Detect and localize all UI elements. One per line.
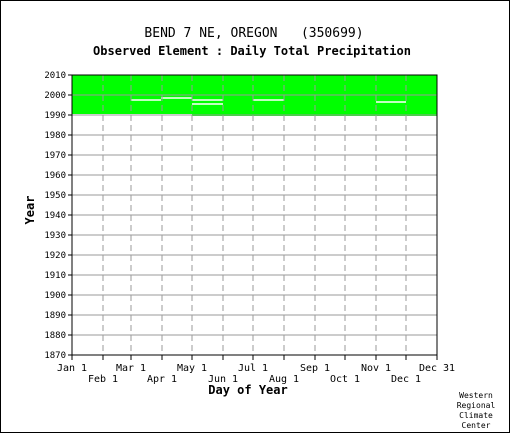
y-tick-label: 1980 — [44, 131, 66, 141]
x-tick-label: Apr 1 — [147, 374, 177, 385]
y-tick-label: 1870 — [44, 351, 66, 361]
y-tick-label: 1920 — [44, 251, 66, 261]
x-tick-label: Sep 1 — [300, 363, 330, 374]
y-tick-label: 1970 — [44, 151, 66, 161]
missing-data-segment — [131, 99, 161, 101]
y-tick-label: 2010 — [44, 71, 66, 81]
y-axis-label: Year — [23, 196, 37, 225]
y-tick-label: 1940 — [44, 211, 66, 221]
missing-data-segment — [161, 97, 192, 99]
x-tick-label: Jul 1 — [238, 363, 268, 374]
y-tick-label: 1910 — [44, 271, 66, 281]
x-tick-label: Feb 1 — [88, 374, 118, 385]
x-tick-label: Dec 31 — [419, 363, 455, 374]
x-tick-label: Mar 1 — [116, 363, 146, 374]
missing-data-segment — [192, 103, 223, 105]
y-tick-label: 2000 — [44, 91, 66, 101]
y-tick-label: 1990 — [44, 111, 66, 121]
credit-line: Climate — [459, 411, 493, 420]
missing-data-segment — [376, 101, 406, 103]
x-tick-label: Jun 1 — [208, 374, 238, 385]
missing-data-segment — [253, 99, 284, 101]
credit-line: Center — [462, 421, 491, 430]
x-tick-label: Oct 1 — [330, 374, 360, 385]
x-tick-label: May 1 — [177, 363, 207, 374]
x-tick-label: Aug 1 — [269, 374, 299, 385]
y-tick-label: 1880 — [44, 331, 66, 341]
y-tick-label: 1960 — [44, 171, 66, 181]
y-tick-label: 1930 — [44, 231, 66, 241]
credit-line: Regional — [457, 401, 496, 410]
y-tick-label: 1950 — [44, 191, 66, 201]
y-tick-label: 1890 — [44, 311, 66, 321]
credit-block: Western Regional Climate Center — [457, 391, 496, 430]
credit-line: Western — [459, 391, 493, 400]
y-tick-label: 1900 — [44, 291, 66, 301]
x-axis-label: Day of Year — [208, 383, 287, 397]
y-axis-ticks: 1870 1880 1890 1900 1910 1920 1930 1940 1950 1960… — [44, 71, 72, 361]
chart-title: BEND 7 NE, OREGON (350699) — [144, 26, 363, 41]
chart-subtitle: Observed Element : Daily Total Precipita… — [93, 44, 411, 58]
missing-data-segment — [192, 99, 223, 101]
x-tick-label: Dec 1 — [391, 374, 421, 385]
x-tick-label: Jan 1 — [57, 363, 87, 374]
x-tick-label: Nov 1 — [361, 363, 391, 374]
